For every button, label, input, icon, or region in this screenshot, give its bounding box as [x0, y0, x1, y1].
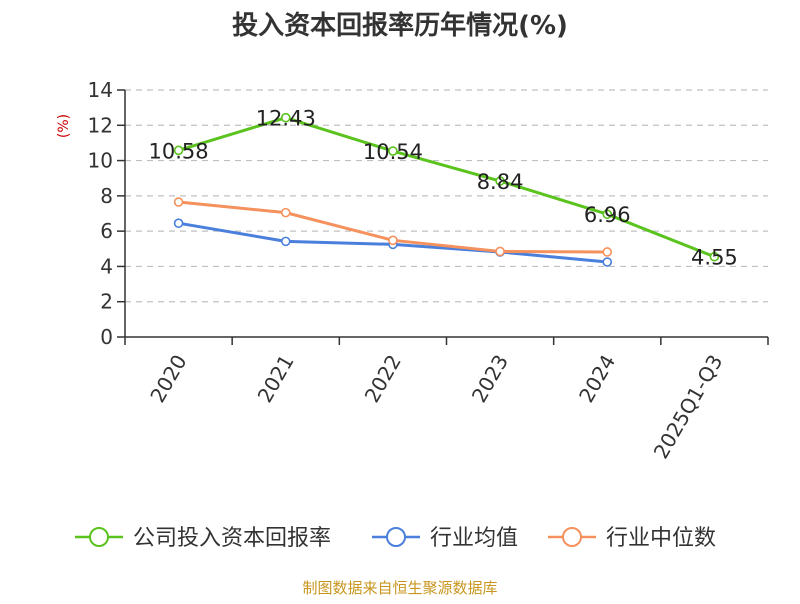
axes: 0 2 4 6 8 10 12 14 2020 2021 2022 2023 2024 2025Q1-Q3 — [88, 78, 769, 463]
legend-label: 行业中位数 — [606, 526, 716, 551]
legend-item: 行业均值 — [372, 526, 518, 551]
data-point — [602, 209, 613, 220]
source-note: 制图数据来自恒生聚源数据库 — [302, 579, 497, 597]
data-label: 6.96 — [584, 203, 631, 227]
legend: 公司投入资本回报率 行业均值 行业中位数 — [75, 526, 716, 551]
data-point — [280, 207, 291, 218]
series-industry_median — [173, 197, 613, 257]
y-tick-label: 8 — [100, 184, 113, 208]
chart-title: 投入资本回报率历年情况(%) — [232, 10, 568, 41]
series-lines — [173, 112, 720, 267]
legend-item: 公司投入资本回报率 — [75, 526, 331, 551]
data-point — [495, 246, 505, 257]
data-point — [388, 235, 398, 246]
data-point — [173, 218, 184, 229]
y-tick-label: 2 — [100, 290, 113, 314]
y-tick-label: 14 — [88, 78, 113, 102]
data-label: 8.84 — [477, 170, 524, 194]
data-point — [280, 236, 291, 247]
data-label: 4.55 — [691, 246, 738, 270]
y-tick-label: 0 — [100, 325, 113, 349]
legend-item: 行业中位数 — [548, 526, 716, 551]
x-tick-label: 2025Q1-Q3 — [649, 351, 728, 463]
legend-label: 公司投入资本回报率 — [133, 526, 331, 551]
legend-marker — [386, 527, 406, 547]
data-point — [173, 197, 184, 207]
grid-lines — [125, 89, 768, 303]
data-point — [173, 145, 184, 156]
data-label: 10.54 — [363, 140, 423, 164]
legend-marker — [89, 527, 109, 547]
data-labels: 10.58 12.43 10.54 8.84 6.96 4.55 — [149, 107, 738, 270]
y-tick-label: 12 — [88, 113, 113, 137]
data-point — [602, 247, 613, 257]
x-tick-label: 2023 — [467, 351, 513, 407]
x-tick-label: 2021 — [253, 351, 299, 407]
data-point — [495, 176, 505, 186]
y-tick-label: 6 — [100, 219, 113, 243]
y-tick-label: 4 — [100, 254, 113, 278]
series-line — [178, 116, 715, 259]
y-axis-label: (%) — [56, 114, 72, 138]
x-tick-label: 2024 — [574, 351, 620, 407]
data-point — [388, 146, 398, 156]
data-point — [602, 257, 613, 267]
data-point — [280, 112, 291, 123]
data-label: 12.43 — [256, 107, 316, 131]
x-tick-label: 2020 — [145, 351, 191, 407]
series-company — [173, 112, 720, 262]
legend-marker — [562, 527, 582, 547]
data-label: 10.58 — [149, 139, 209, 163]
y-tick-label: 10 — [88, 149, 113, 173]
legend-label: 行业均值 — [430, 526, 518, 551]
x-tick-label: 2022 — [360, 351, 406, 407]
data-point — [709, 251, 720, 262]
